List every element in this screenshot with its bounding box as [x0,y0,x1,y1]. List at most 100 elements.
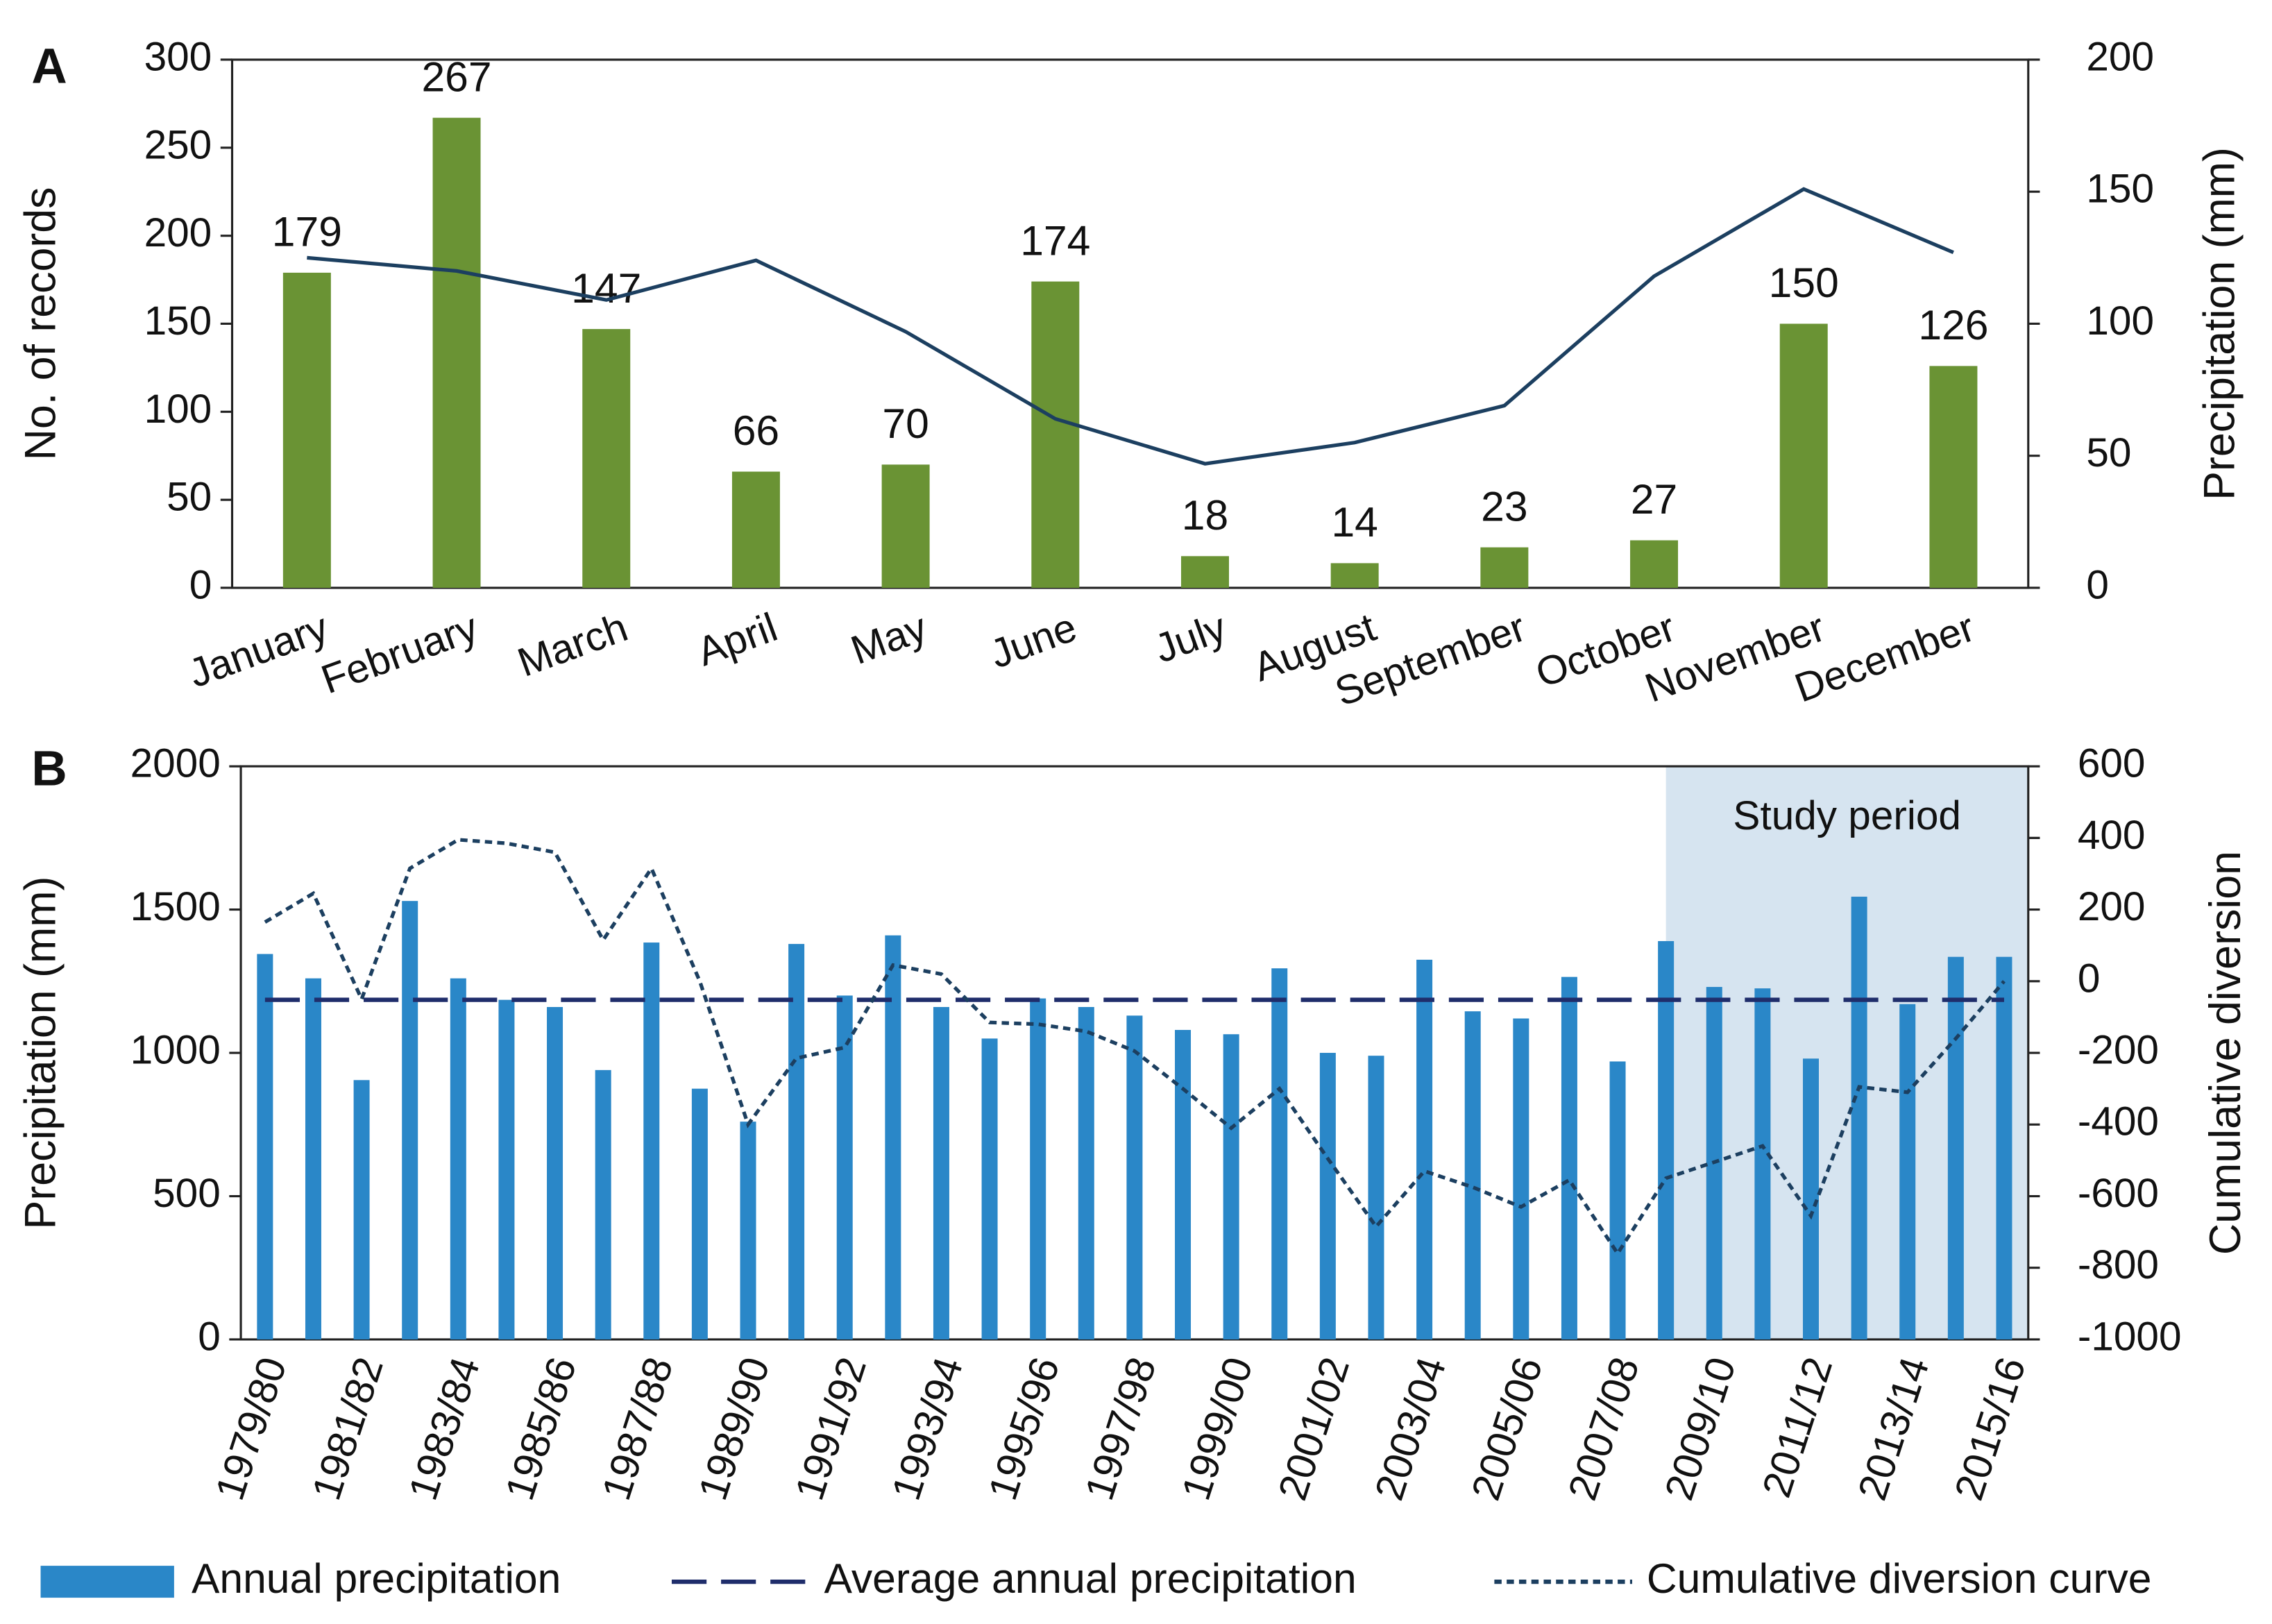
bar [1996,956,2012,1339]
bar [1330,563,1379,588]
bar [432,117,481,588]
y2-tick-label: -800 [2078,1242,2159,1287]
y2-tick-label: 200 [2086,34,2154,79]
data-label: 267 [421,53,491,100]
y2-tick-label: 0 [2086,562,2109,607]
y-tick-label: 1500 [130,884,221,929]
y-tick-label: 1000 [130,1028,221,1073]
bar [1851,897,1867,1339]
y-tick-label: 50 [167,475,212,520]
y-tick-label: 100 [144,387,212,432]
bar [1078,1006,1094,1339]
bar [1271,968,1288,1339]
data-label: 18 [1182,491,1228,539]
y2-tick-label: -200 [2078,1028,2159,1073]
legend-label: Annual precipitation [192,1555,561,1602]
y2-tick-label: 600 [2078,741,2146,786]
shaded-region [1665,766,2028,1339]
bar [1899,1004,1916,1339]
bar [595,1069,611,1339]
bar [1319,1053,1336,1339]
bar [498,999,515,1339]
data-label: 23 [1481,482,1527,530]
y2-tick-label: 50 [2086,430,2131,475]
y2-tick-label: -600 [2078,1171,2159,1216]
data-label: 66 [733,407,779,454]
bar [981,1038,998,1339]
bar [1513,1018,1529,1339]
data-label: 126 [1918,301,1988,348]
y2-tick-label: -1000 [2078,1314,2182,1359]
panel-label: A [31,39,67,94]
y-tick-label: 150 [144,298,212,344]
bar [1368,1056,1384,1339]
legend-label: Cumulative diversion curve [1647,1555,2152,1602]
y-tick-label: 300 [144,34,212,79]
y2-tick-label: 100 [2086,298,2154,344]
bar [547,1006,563,1339]
bar [257,954,273,1339]
bar [1803,1058,1820,1339]
y-axis-title: Precipitation (mm) [16,877,65,1230]
bar [582,329,631,588]
legend-swatch [40,1566,174,1598]
data-label: 27 [1631,475,1677,523]
bar [1180,556,1229,588]
panel-label: B [31,741,67,796]
y-tick-label: 0 [198,1314,221,1359]
y2-axis-title: Cumulative diversion [2201,851,2250,1255]
bar [1609,1061,1626,1339]
bar [731,471,780,588]
bar [881,464,930,588]
bar [1754,988,1771,1339]
bar [450,978,466,1339]
bar [1658,941,1675,1339]
y2-tick-label: 200 [2078,884,2146,929]
bar [1126,1015,1143,1339]
y-tick-label: 250 [144,122,212,167]
data-label: 70 [882,400,929,447]
y2-tick-label: 150 [2086,167,2154,212]
bar [1416,959,1433,1339]
data-label: 14 [1331,498,1377,545]
data-label: 147 [571,264,641,312]
y-axis-title: No. of records [16,187,65,461]
bar [1464,1011,1481,1339]
bar [836,995,853,1339]
bar [933,1006,949,1339]
bar [1947,956,1964,1339]
bar [1223,1034,1239,1339]
y2-tick-label: 400 [2078,813,2146,858]
bar [353,1080,370,1339]
bar [305,978,321,1339]
bar [402,901,418,1339]
bar [1031,281,1080,588]
y2-tick-label: -400 [2078,1099,2159,1144]
bar [1561,976,1577,1339]
y-tick-label: 500 [153,1171,221,1216]
bar [1175,1030,1192,1339]
bar [1030,998,1046,1339]
data-label: 150 [1769,259,1839,306]
bar [691,1088,708,1339]
bar [1630,540,1679,588]
y-tick-label: 0 [189,562,212,607]
bar [1480,547,1529,588]
bar [1929,366,1978,588]
bar [740,1122,756,1339]
bar [885,935,901,1339]
line-series [264,838,2006,1257]
data-label: 174 [1020,217,1090,264]
y-tick-label: 200 [144,210,212,255]
legend-label: Average annual precipitation [824,1555,1357,1602]
y2-axis-title: Precipitation (mm) [2195,147,2244,500]
bar [1779,323,1828,588]
y-tick-label: 2000 [130,741,221,786]
y2-tick-label: 0 [2078,956,2101,1001]
bar [643,942,660,1339]
bar [788,944,805,1339]
bar [282,272,331,588]
line-series [307,187,1954,466]
data-label: 179 [272,208,342,255]
